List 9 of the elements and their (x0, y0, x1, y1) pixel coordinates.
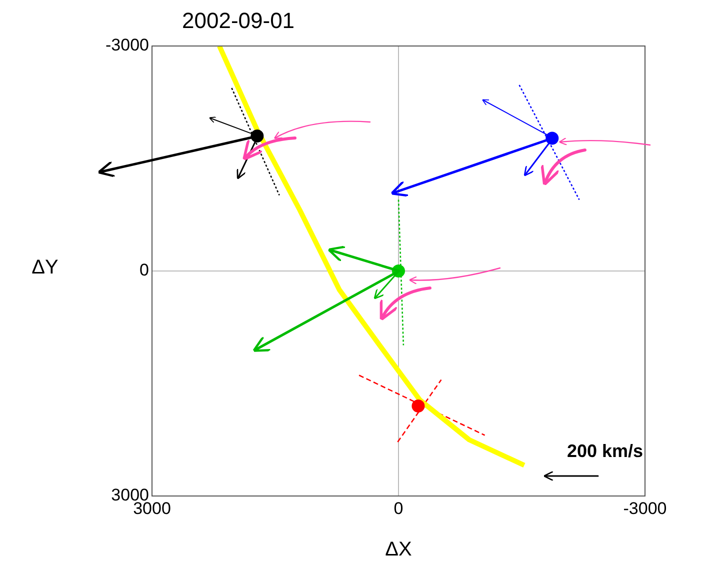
chart-title: 2002-09-01 (182, 8, 295, 34)
x-tick-label: -3000 (623, 498, 667, 518)
point (412, 400, 425, 412)
x-tick-label: 0 (394, 498, 404, 518)
y-tick-label: -3000 (106, 36, 149, 55)
annotation: 200 km/s (566, 440, 643, 461)
y-axis-title: ΔY (32, 256, 58, 279)
y-tick-label: 0 (140, 260, 149, 280)
x-axis-title: ΔX (385, 538, 412, 561)
